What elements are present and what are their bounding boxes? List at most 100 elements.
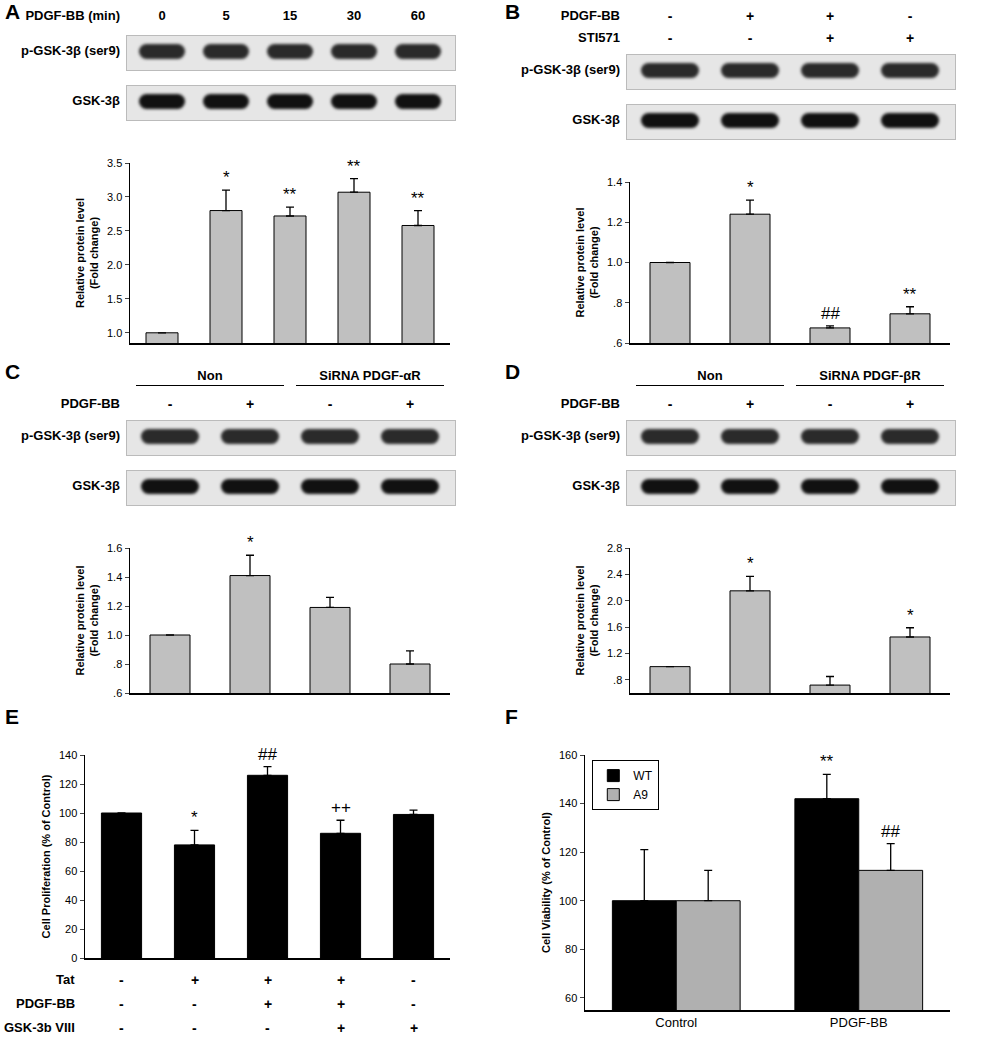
svg-text:1.0: 1.0 [107,629,122,641]
svg-text:-: - [411,972,416,988]
svg-text:1.6: 1.6 [107,542,122,554]
svg-text:**: ** [820,752,834,771]
svg-text:Relative protein level(Fold ch: Relative protein level(Fold change) [574,207,600,317]
svg-text:1.5: 1.5 [107,293,122,305]
svg-text:-: - [119,972,124,988]
svg-text:-: - [119,996,124,1012]
svg-text:80: 80 [65,836,77,848]
svg-text:140: 140 [59,749,77,761]
svg-text:20: 20 [65,923,77,935]
svg-text:140: 140 [559,797,577,809]
svg-text:*: * [223,168,230,187]
svg-text:100: 100 [559,895,577,907]
svg-text:Relative protein level(Fold ch: Relative protein level(Fold change) [74,565,100,675]
svg-text:3.5: 3.5 [107,157,122,169]
svg-text:60: 60 [65,865,77,877]
svg-text:1.2: 1.2 [607,647,622,659]
svg-text:+: + [337,972,345,988]
svg-text:Control: Control [655,1015,697,1030]
svg-text:+: + [264,996,272,1012]
svg-text:2.8: 2.8 [607,542,622,554]
svg-text:A9: A9 [633,788,648,802]
svg-text:1.4: 1.4 [107,571,122,583]
svg-text:##: ## [821,304,840,323]
svg-text:PDGF-BB: PDGF-BB [16,996,75,1011]
svg-text:1.2: 1.2 [607,216,622,228]
svg-text:-: - [192,996,197,1012]
html-text:STI571: STI571 [578,30,620,45]
svg-text:120: 120 [559,846,577,858]
svg-text:120: 120 [59,778,77,790]
html-text:D: D [505,360,521,383]
html-text:p-GSK-3β (ser9): p-GSK-3β (ser9) [21,43,120,58]
svg-text:+: + [337,1020,345,1036]
svg-text:##: ## [881,822,900,841]
html-text:15: 15 [282,8,298,23]
html-text:A PDGF-BB (min): A PDGF-BB (min) [5,0,120,23]
svg-text:Cell Proliferation (% of Contr: Cell Proliferation (% of Control) [40,774,52,938]
html-text:60: 60 [410,8,426,23]
html-text:SiRNA PDGF-βR: SiRNA PDGF-βR [819,368,921,383]
svg-text:*: * [907,606,914,625]
svg-text:.8: .8 [613,297,622,309]
svg-text:3.0: 3.0 [107,191,122,203]
svg-text:Relative protein level(Fold ch: Relative protein level(Fold change) [574,565,600,675]
svg-text:+: + [337,996,345,1012]
svg-text:+: + [410,1020,418,1036]
svg-text:2.4: 2.4 [607,568,622,580]
svg-text:Relative protein level(Fold ch: Relative protein level(Fold change) [74,198,100,308]
svg-text:PDGF-BB: PDGF-BB [830,1015,888,1030]
svg-text:*: * [747,554,754,573]
svg-text:WT: WT [633,769,652,783]
svg-text:.8: .8 [613,674,622,686]
svg-text:##: ## [258,745,277,764]
html-text:30: 30 [346,8,362,23]
svg-text:*: * [747,178,754,197]
svg-text:-: - [192,1020,197,1036]
svg-text:2.0: 2.0 [607,595,622,607]
html-text:GSK-3β: GSK-3β [572,112,620,127]
html-text:GSK-3β: GSK-3β [72,93,120,108]
svg-text:1.6: 1.6 [607,621,622,633]
svg-text:2.0: 2.0 [107,259,122,271]
html-text:PDGF-BB: PDGF-BB [560,8,620,23]
html-text:p-GSK-3β (ser9): p-GSK-3β (ser9) [21,428,120,443]
svg-text:1.4: 1.4 [607,176,622,188]
html-text:Non: Non [697,368,723,383]
svg-text:1.2: 1.2 [107,600,122,612]
svg-text:GSK-3b VIII: GSK-3b VIII [4,1020,75,1035]
svg-text:1.0: 1.0 [607,256,622,268]
svg-text:.6: .6 [613,337,622,349]
svg-text:.6: .6 [113,687,122,699]
svg-text:1.0: 1.0 [107,327,122,339]
html-text:PDGF-BB: PDGF-BB [60,396,120,411]
svg-text:+: + [264,972,272,988]
svg-text:-: - [411,996,416,1012]
html-text:p-GSK-3β (ser9): p-GSK-3β (ser9) [521,62,620,77]
html-text:GSK-3β: GSK-3β [72,478,120,493]
svg-text:100: 100 [59,807,77,819]
svg-text:80: 80 [565,943,577,955]
svg-text:+: + [191,972,199,988]
svg-text:.8: .8 [113,658,122,670]
svg-text:Tat: Tat [56,972,75,987]
svg-text:*: * [247,533,254,552]
svg-text:-: - [265,1020,270,1036]
svg-text:*: * [191,808,198,827]
html-text:Non: Non [197,368,223,383]
svg-text:Cell Viability (% of Control): Cell Viability (% of Control) [540,812,552,953]
svg-text:**: ** [411,189,425,208]
svg-text:**: ** [347,157,361,176]
svg-text:40: 40 [65,894,77,906]
svg-text:**: ** [903,285,917,304]
svg-text:60: 60 [565,992,577,1004]
svg-text:2.5: 2.5 [107,225,122,237]
svg-text:-: - [119,1020,124,1036]
html-text:SiRNA PDGF-αR: SiRNA PDGF-αR [319,368,421,383]
svg-text:++: ++ [331,798,351,817]
svg-text:0: 0 [71,952,77,964]
html-text:C: C [5,360,21,383]
html-text:B: B [505,0,521,23]
svg-text:**: ** [283,185,297,204]
svg-text:160: 160 [559,749,577,761]
